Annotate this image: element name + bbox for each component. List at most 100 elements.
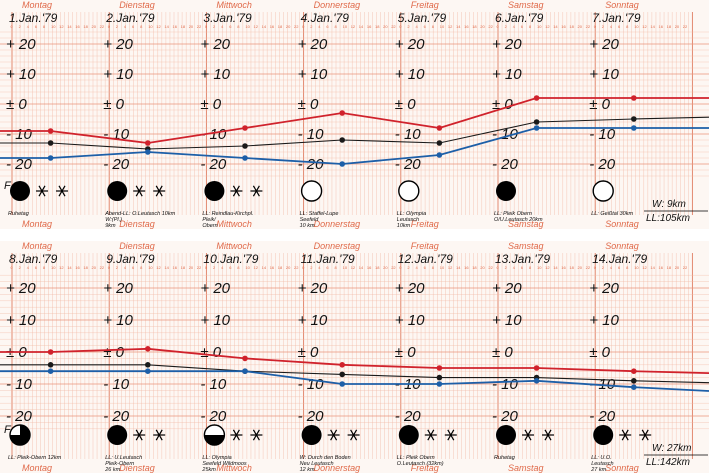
date-label: 8.Jan.'79 <box>9 252 58 266</box>
hour-tick: 2 <box>310 265 313 270</box>
data-point <box>339 371 346 378</box>
day-note: Ruhetag <box>8 211 30 217</box>
hour-tick: 8 <box>335 265 338 270</box>
data-point <box>436 152 443 158</box>
scale-label: - 10 <box>492 376 519 393</box>
hour-tick: 20 <box>675 24 680 29</box>
hour-tick: 12 <box>59 24 64 29</box>
day-name-bottom: Dienstag <box>119 219 155 229</box>
hour-tick: 12 <box>156 24 161 29</box>
hour-tick: 16 <box>173 265 178 270</box>
hour-tick: 6 <box>424 265 427 270</box>
hour-tick: 2 <box>19 265 22 270</box>
hour-tick: 12 <box>59 265 64 270</box>
hour-tick: 4 <box>416 24 419 29</box>
day-note: 27 km <box>590 467 606 473</box>
data-point <box>47 349 54 355</box>
day-note: W: Durch den Boden <box>300 455 351 461</box>
snowflake-icon <box>447 429 455 441</box>
day-name: Samstag <box>508 0 544 10</box>
hour-tick: 16 <box>75 24 80 29</box>
scale-label: + 20 <box>298 36 328 53</box>
data-point <box>47 140 54 146</box>
scale-label: + 20 <box>200 36 230 53</box>
panel-gap <box>0 229 709 241</box>
date-label: 6.Jan.'79 <box>495 11 544 25</box>
sky-half-fill <box>204 435 225 445</box>
day-name: Freitag <box>411 241 439 251</box>
scale-label: + 10 <box>492 66 522 83</box>
hour-tick: 14 <box>359 265 364 270</box>
hour-tick: 16 <box>561 265 566 270</box>
data-point <box>436 365 443 371</box>
hour-tick: 6 <box>521 265 524 270</box>
hour-tick: 4 <box>318 24 321 29</box>
scale-label: + 10 <box>6 66 36 83</box>
hour-tick: 12 <box>351 265 356 270</box>
scale-label: + 10 <box>103 312 133 329</box>
hour-tick: 20 <box>286 24 291 29</box>
day-name-bottom: Montag <box>22 463 52 473</box>
scale-label: + 10 <box>298 312 328 329</box>
hour-tick: 22 <box>197 24 202 29</box>
scale-label: ± 0 <box>298 96 319 113</box>
hour-tick: 22 <box>391 24 396 29</box>
hour-tick: 22 <box>488 265 493 270</box>
scale-label: + 20 <box>298 280 328 297</box>
hour-tick: 12 <box>254 24 259 29</box>
day-name: Samstag <box>508 241 544 251</box>
scale-label: ± 0 <box>103 96 124 113</box>
hour-tick: 20 <box>480 265 485 270</box>
day-name: Dienstag <box>119 241 155 251</box>
hour-tick: 14 <box>456 24 461 29</box>
hour-tick: 0 <box>205 265 208 270</box>
date-label: 13.Jan.'79 <box>495 252 550 266</box>
scale-label: - 10 <box>6 376 33 393</box>
scale-label: - 20 <box>200 156 227 173</box>
hour-tick: 6 <box>618 265 621 270</box>
sky-filled-circle <box>496 181 516 201</box>
hour-tick: 14 <box>359 24 364 29</box>
day-note: Seefeld <box>300 217 320 223</box>
hour-tick: 2 <box>19 24 22 29</box>
scale-label: + 20 <box>589 280 619 297</box>
hour-tick: 22 <box>197 265 202 270</box>
day-note: LL: U.Leutasch <box>105 455 142 461</box>
scale-label: - 10 <box>395 126 422 143</box>
day-name: Mittwoch <box>216 0 252 10</box>
data-point <box>242 143 248 149</box>
scale-label: + 10 <box>298 66 328 83</box>
date-label: 14.Jan.'79 <box>592 252 647 266</box>
data-point <box>631 378 637 384</box>
hour-tick: 18 <box>83 24 88 29</box>
data-point <box>339 161 346 167</box>
day-note: LL: Pleik-Obern 12km <box>8 455 62 461</box>
hour-tick: 4 <box>610 24 613 29</box>
snowflake-icon <box>155 429 163 441</box>
date-label: 12.Jan.'79 <box>398 252 453 266</box>
day-note: 10 km <box>300 223 315 229</box>
hour-tick: 22 <box>683 265 688 270</box>
data-point <box>631 125 637 131</box>
hour-tick: 14 <box>456 265 461 270</box>
hour-tick: 2 <box>116 24 119 29</box>
hour-tick: 4 <box>221 24 224 29</box>
scale-label: ± 0 <box>395 96 416 113</box>
hour-tick: 18 <box>375 265 380 270</box>
date-label: 11.Jan.'79 <box>301 252 355 266</box>
hour-tick: 14 <box>262 265 267 270</box>
hour-tick: 18 <box>569 24 574 29</box>
hour-tick: 12 <box>448 265 453 270</box>
f-symbol: F <box>4 424 12 436</box>
data-point <box>533 125 540 131</box>
data-point <box>339 381 346 387</box>
day-note: Leutasch <box>397 217 419 223</box>
scale-label: + 20 <box>589 36 619 53</box>
scale-label: - 20 <box>589 408 616 425</box>
summary-ski: LL:142km <box>646 457 690 468</box>
day-note: LL: Olympia <box>202 455 231 461</box>
hour-tick: 22 <box>391 265 396 270</box>
scale-label: - 10 <box>6 126 33 143</box>
day-note: LL: U.O. <box>591 455 611 461</box>
scale-label: ± 0 <box>103 344 124 361</box>
